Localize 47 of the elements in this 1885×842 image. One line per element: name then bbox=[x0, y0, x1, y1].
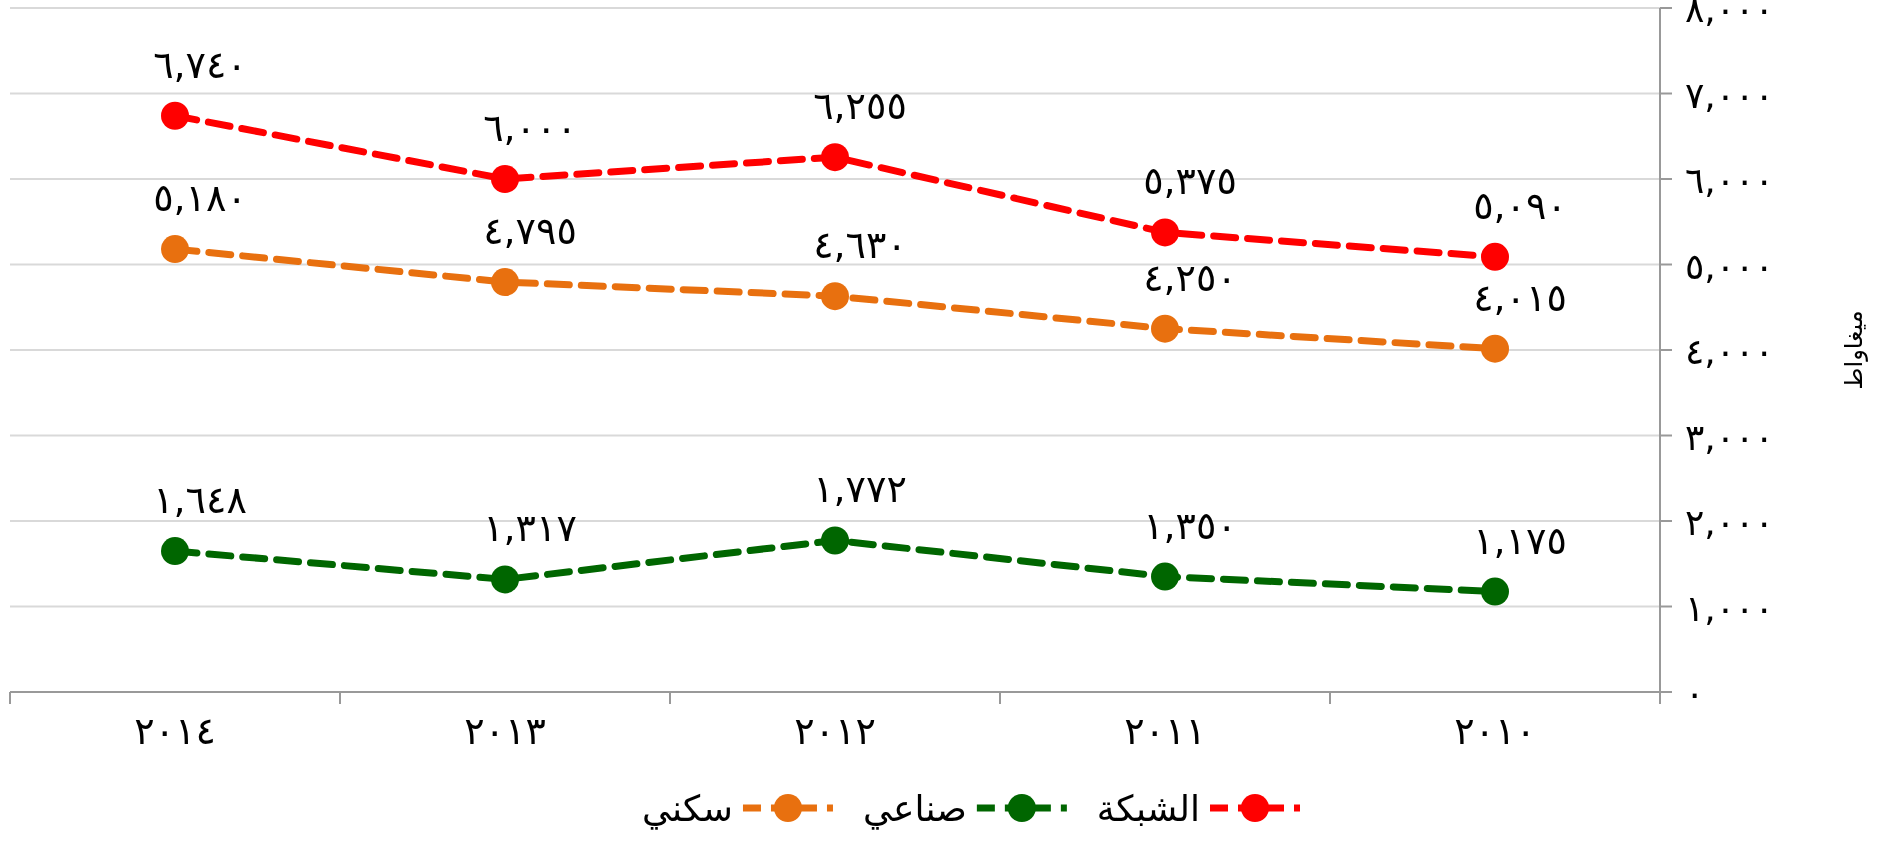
data-label: ٦,٧٤٠ bbox=[153, 42, 247, 87]
x-tick-label: ٢٠١٠ bbox=[1454, 709, 1536, 753]
point bbox=[1481, 242, 1509, 271]
x-tick-label: ٢٠١٢ bbox=[794, 709, 876, 753]
data-label: ٤,٦٣٠ bbox=[813, 223, 907, 268]
data-label: ٤,٧٩٥ bbox=[483, 209, 577, 254]
point bbox=[821, 526, 849, 555]
x-tick-label: ٢٠١٣ bbox=[464, 709, 546, 753]
point bbox=[161, 101, 189, 130]
data-label: ١,٧٧٢ bbox=[813, 467, 907, 512]
y-tick-label: ٠ bbox=[1685, 673, 1705, 714]
data-label: ١,٣١٧ bbox=[483, 506, 577, 551]
y-tick-label: ٧,٠٠٠ bbox=[1685, 74, 1774, 116]
point bbox=[1481, 577, 1509, 606]
y-tick-label: ٦,٠٠٠ bbox=[1685, 160, 1774, 201]
data-label: ١,٣٥٠ bbox=[1143, 503, 1237, 548]
x-tick-label: ٢٠١١ bbox=[1124, 709, 1206, 753]
legend-label: صناعي bbox=[862, 788, 967, 830]
y-axis-title: ميغاواط bbox=[1840, 310, 1868, 390]
y-tick-label: ٥,٠٠٠ bbox=[1685, 245, 1774, 287]
data-label: ١,٦٤٨ bbox=[153, 478, 247, 523]
point bbox=[821, 143, 849, 172]
point bbox=[1481, 334, 1509, 363]
point bbox=[491, 268, 519, 297]
data-label: ٥,١٨٠ bbox=[153, 176, 247, 221]
legend-label: سكني bbox=[642, 788, 733, 830]
data-label: ١,١٧٥ bbox=[1473, 518, 1567, 563]
y-tick-label: ٤,٠٠٠ bbox=[1685, 331, 1774, 372]
y-tick-label: ٢,٠٠٠ bbox=[1685, 502, 1774, 543]
data-label: ٦,٢٥٥ bbox=[813, 84, 907, 129]
legend-label: الشبكة bbox=[1096, 788, 1200, 829]
point bbox=[491, 565, 519, 594]
data-label: ٥,٣٧٥ bbox=[1143, 159, 1237, 204]
point bbox=[1151, 562, 1179, 591]
point bbox=[491, 165, 519, 193]
data-label: ٦,٠٠٠ bbox=[483, 106, 577, 150]
y-tick-label: ٣,٠٠٠ bbox=[1685, 416, 1774, 458]
point bbox=[821, 282, 849, 311]
point bbox=[1151, 314, 1179, 343]
point bbox=[1151, 218, 1179, 247]
point bbox=[161, 537, 189, 566]
data-label: ٤,٠١٥ bbox=[1473, 275, 1567, 320]
point bbox=[161, 235, 189, 264]
y-tick-label: ١,٠٠٠ bbox=[1685, 587, 1774, 629]
data-label: ٤,٢٥٠ bbox=[1143, 255, 1237, 300]
data-label: ٥,٠٩٠ bbox=[1473, 183, 1567, 228]
x-tick-label: ٢٠١٤ bbox=[134, 709, 216, 753]
